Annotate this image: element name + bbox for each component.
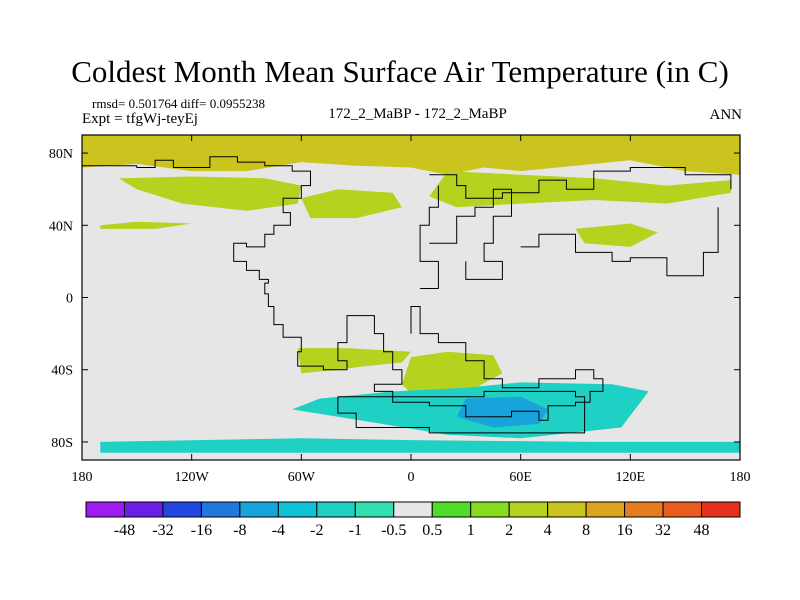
lon-tick-label: 120W — [175, 470, 210, 485]
colorbar-label: 2 — [505, 522, 513, 539]
colorbar-swatch — [470, 501, 510, 518]
colorbar-label: 1 — [467, 522, 475, 539]
lat-tick-label: 40S — [51, 364, 73, 379]
coastline-5 — [520, 207, 719, 277]
colorbar-label: 32 — [655, 522, 671, 539]
colorbar-label: 4 — [544, 522, 552, 539]
lat-tick-label: 80S — [51, 436, 73, 451]
coastline-1 — [82, 156, 604, 421]
colorbar-label: -16 — [191, 522, 212, 539]
case-label: 172_2_MaBP - 172_2_MaBP — [328, 106, 507, 122]
colorbar-label: -4 — [272, 522, 285, 539]
lon-tick-label: 120E — [616, 470, 646, 485]
colorbar-label: -32 — [152, 522, 173, 539]
anomaly-region-arctic-band — [82, 135, 740, 175]
colorbar-label: 8 — [582, 522, 590, 539]
anomaly-region-north-pacific-strip — [100, 221, 192, 229]
colorbar-label: 48 — [694, 522, 710, 539]
anomaly-region-north-atlantic — [301, 189, 402, 219]
plot-title: Coldest Month Mean Surface Air Temperatu… — [71, 54, 729, 89]
colorbar-swatch — [508, 501, 549, 518]
colorbar-swatch — [701, 501, 741, 518]
colorbar-swatch — [85, 501, 125, 518]
lon-tick-label: 60W — [288, 470, 316, 485]
colorbar-swatch — [277, 501, 318, 518]
colorbar-label: -8 — [233, 522, 246, 539]
lon-tick-label: 0 — [408, 470, 415, 485]
colorbar-label: 0.5 — [422, 522, 442, 539]
colorbar: -48 -32 -16 -8 -4 -2 -1 -0.5 0.5 1 2 4 8 16 32 48 — [85, 501, 741, 539]
colorbar-swatch — [624, 501, 664, 518]
lat-tick-label: 80N — [49, 147, 73, 162]
colorbar-swatch — [316, 501, 356, 518]
colorbar-swatch — [123, 501, 164, 518]
anomaly-region-north-america-north — [118, 176, 302, 211]
colorbar-swatch — [547, 501, 587, 518]
coastline-layer — [82, 156, 732, 434]
colorbar-swatch — [662, 501, 703, 518]
coastline-6 — [337, 390, 586, 434]
season-label: ANN — [709, 107, 743, 123]
colorbar-label: -1 — [349, 522, 362, 539]
anomaly-region-asia-east — [575, 223, 658, 247]
coastline-4 — [429, 188, 512, 280]
colorbar-label: 16 — [617, 522, 633, 539]
lat-tick-label: 0 — [66, 292, 73, 307]
colorbar-label: -0.5 — [381, 522, 406, 539]
lat-tick-label: 40N — [49, 219, 73, 234]
colorbar-swatch — [162, 501, 202, 518]
lon-tick-label: 60E — [509, 470, 532, 485]
colorbar-swatch — [239, 501, 279, 518]
lon-tick-label: 180 — [730, 470, 751, 485]
anomaly-region-africa-south — [401, 351, 503, 403]
coastline-3 — [419, 185, 439, 289]
coastline-2 — [429, 167, 732, 199]
experiment-label: Expt = tfgWj-teyEj — [82, 111, 198, 127]
colorbar-label: -48 — [114, 522, 135, 539]
anomaly-region-south-america — [297, 348, 411, 374]
anomaly-region-antarctic-coast — [100, 438, 740, 453]
colorbar-swatch — [585, 501, 626, 518]
colorbar-swatch — [200, 501, 241, 518]
colorbar-label: -2 — [310, 522, 323, 539]
rmsd-diff-stats: rmsd= 0.501764 diff= 0.0955238 — [92, 96, 265, 111]
colorbar-swatch — [431, 501, 472, 518]
lon-tick-label: 180 — [72, 470, 93, 485]
axis-ticks-layer: 180 120W 60W 0 60E 120E 180 80N 40N 0 40S 80S — [49, 135, 751, 485]
anomaly-region-antarctic-cold-core — [456, 396, 549, 428]
colorbar-swatch — [354, 501, 395, 518]
colorbar-swatch — [393, 501, 433, 518]
